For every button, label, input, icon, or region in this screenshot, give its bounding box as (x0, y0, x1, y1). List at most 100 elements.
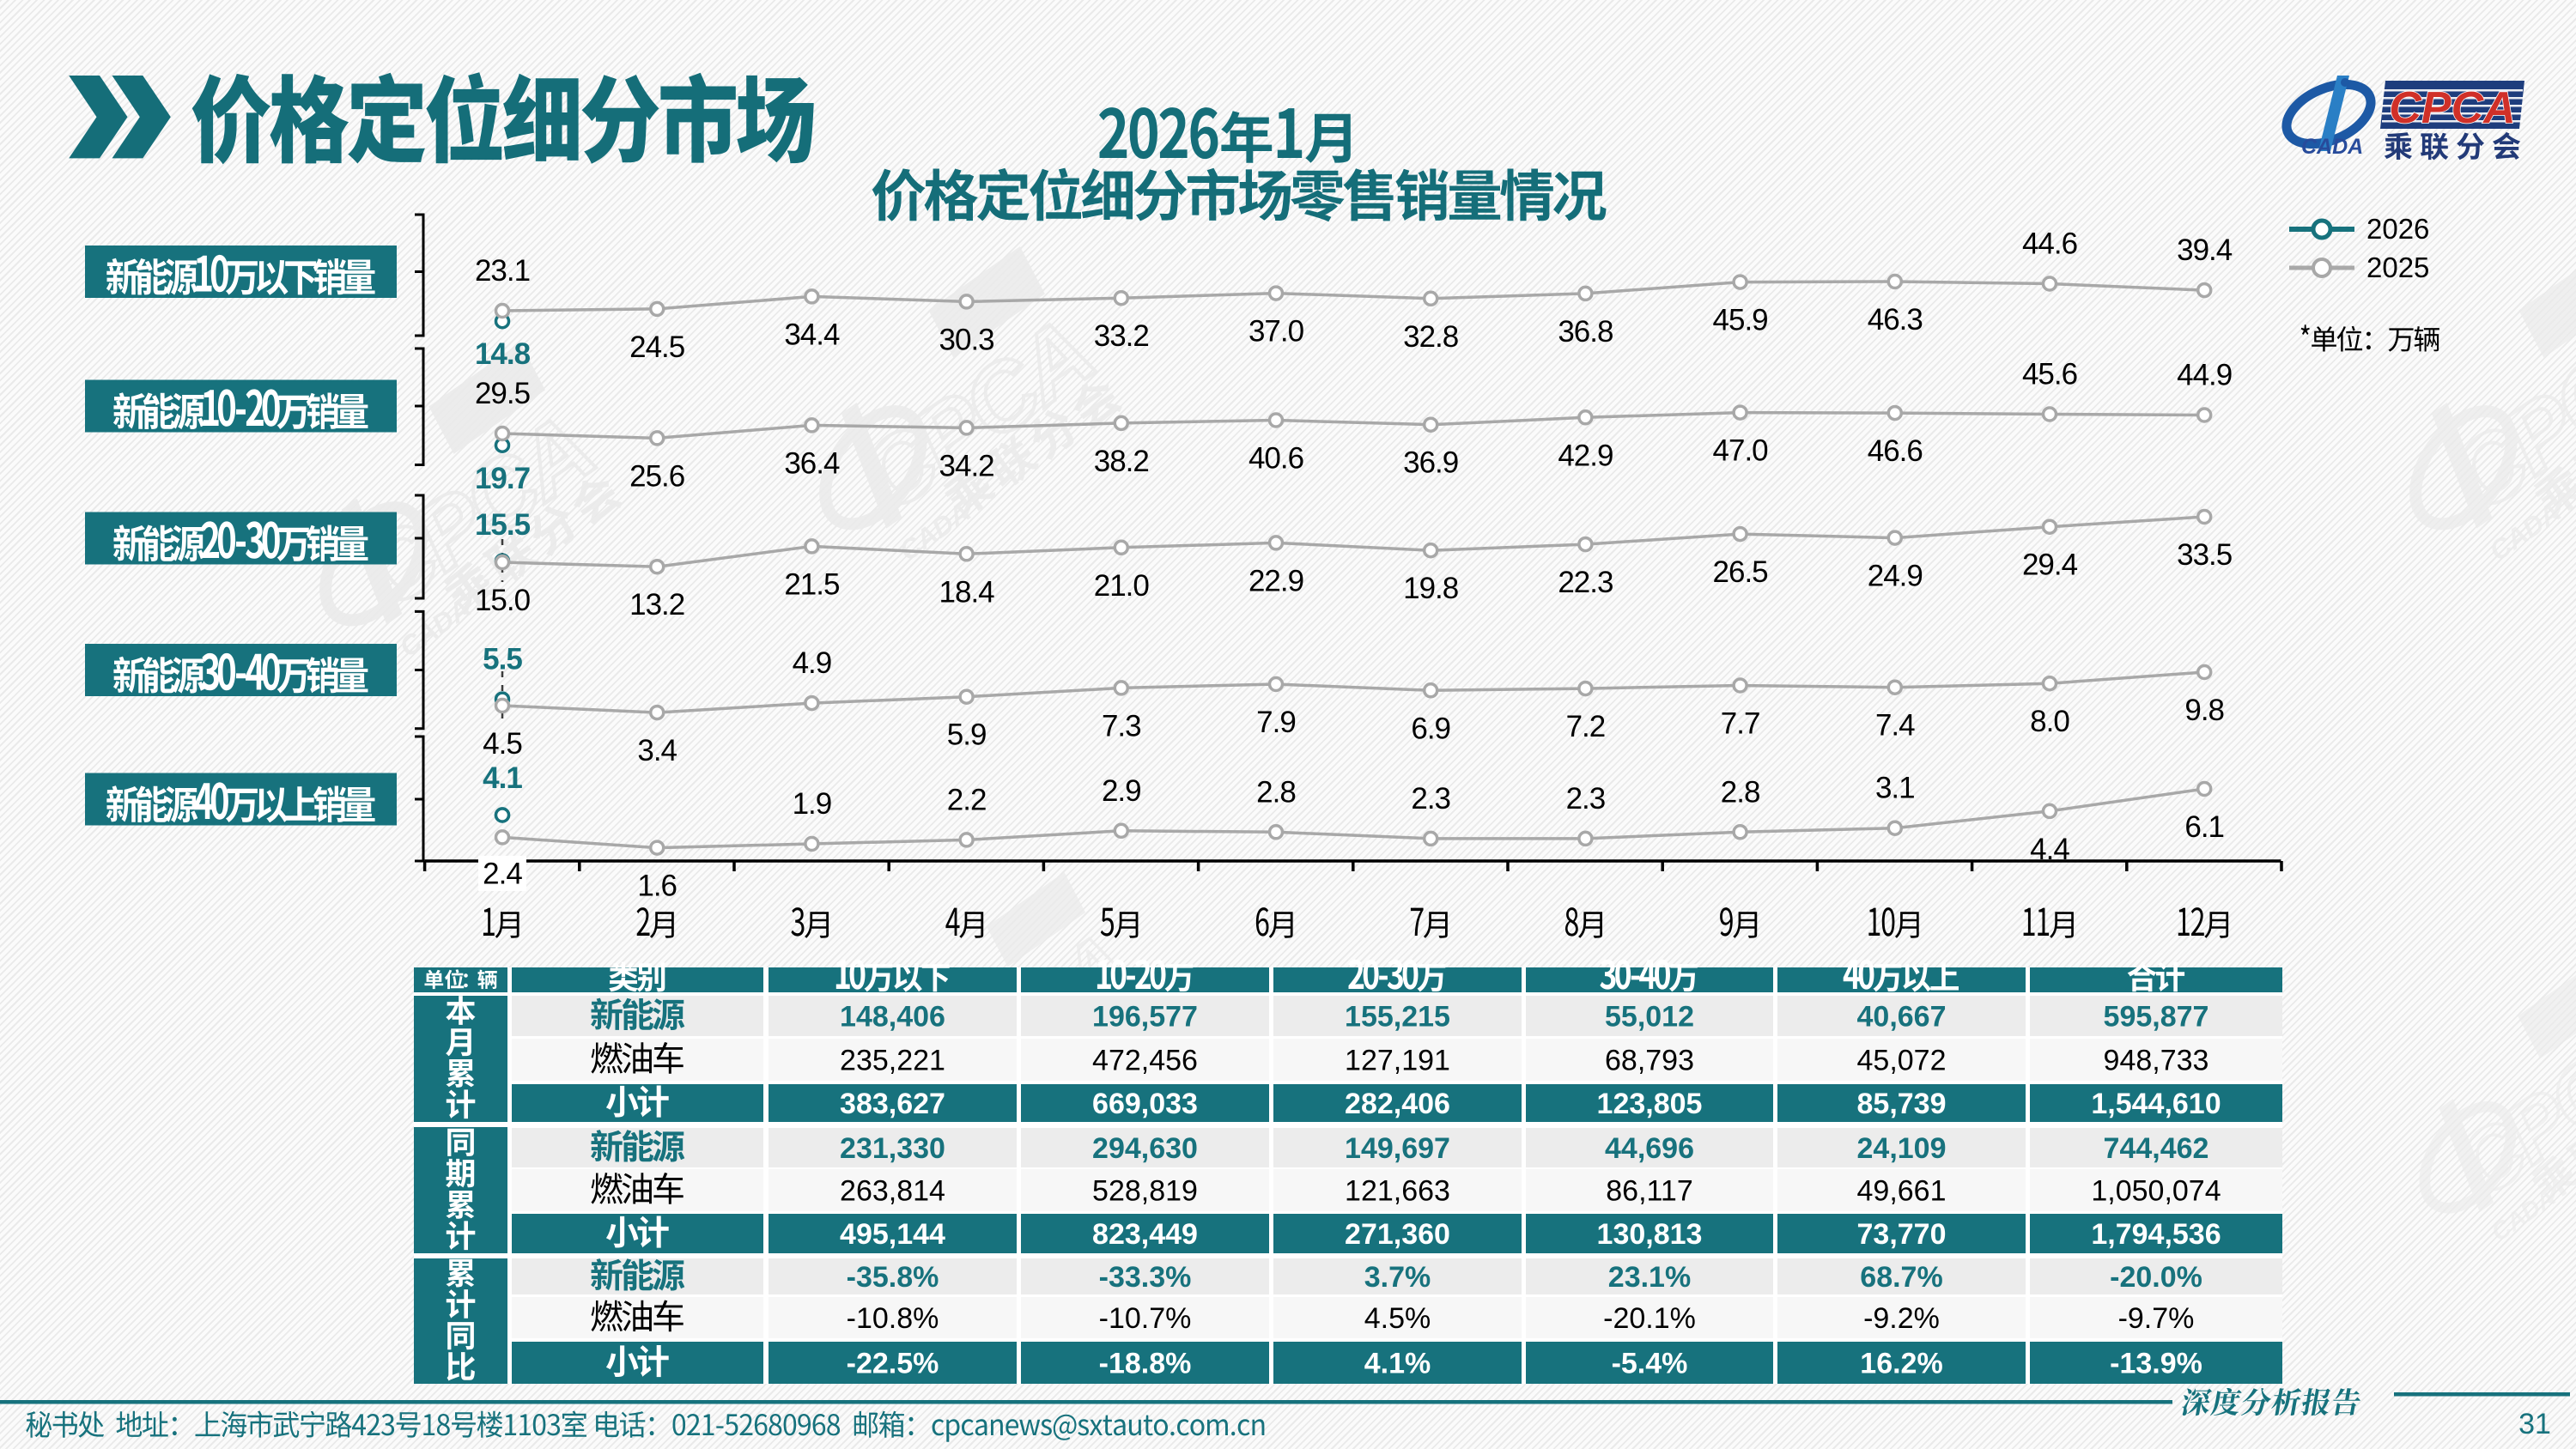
svg-text:1,794,536: 1,794,536 (2091, 1218, 2221, 1251)
svg-text:2.8: 2.8 (1721, 775, 1760, 809)
svg-text:29.5: 29.5 (475, 377, 530, 410)
svg-text:45.9: 45.9 (1713, 304, 1768, 337)
svg-text:2025: 2025 (2366, 252, 2429, 283)
svg-text:CPCA: CPCA (2389, 83, 2515, 133)
svg-text:4.5%: 4.5% (1364, 1302, 1431, 1335)
svg-text:8.0: 8.0 (2030, 705, 2069, 738)
svg-text:4.9: 4.9 (793, 646, 832, 680)
svg-text:-22.5%: -22.5% (847, 1348, 939, 1380)
svg-text:19.8: 19.8 (1403, 572, 1458, 605)
svg-text:13.2: 13.2 (629, 588, 684, 621)
svg-text:2.8: 2.8 (1256, 775, 1296, 809)
svg-text:45.6: 45.6 (2022, 358, 2077, 391)
svg-text:37.0: 37.0 (1249, 315, 1304, 349)
svg-text:30.3: 30.3 (939, 323, 994, 356)
svg-text:383,627: 383,627 (840, 1088, 945, 1120)
svg-text:5.9: 5.9 (947, 718, 987, 752)
svg-text:231,330: 231,330 (840, 1132, 945, 1165)
svg-text:34.4: 34.4 (784, 318, 840, 351)
svg-text:7.2: 7.2 (1566, 710, 1606, 743)
svg-text:34.2: 34.2 (939, 449, 994, 482)
svg-text:24,109: 24,109 (1857, 1132, 1947, 1165)
svg-text:6.9: 6.9 (1411, 712, 1450, 745)
svg-text:18.4: 18.4 (939, 575, 995, 609)
svg-text:2026: 2026 (2366, 213, 2429, 245)
svg-text:4.4: 4.4 (2030, 833, 2069, 866)
svg-text:528,819: 528,819 (1092, 1175, 1198, 1208)
svg-text:130,813: 130,813 (1597, 1218, 1703, 1251)
svg-text:148,406: 148,406 (840, 1001, 945, 1034)
svg-text:7.7: 7.7 (1721, 707, 1760, 741)
svg-text:121,663: 121,663 (1345, 1175, 1450, 1208)
svg-text:-9.2%: -9.2% (1863, 1302, 1940, 1335)
svg-text:3.7%: 3.7% (1364, 1261, 1431, 1294)
svg-text:42.9: 42.9 (1558, 439, 1613, 472)
svg-text:669,033: 669,033 (1092, 1088, 1198, 1120)
svg-text:36.4: 36.4 (784, 446, 840, 480)
svg-text:123,805: 123,805 (1597, 1088, 1703, 1120)
svg-text:7.9: 7.9 (1256, 706, 1296, 739)
svg-text:823,449: 823,449 (1092, 1218, 1198, 1251)
svg-text:46.3: 46.3 (1868, 303, 1923, 336)
svg-text:7.3: 7.3 (1102, 709, 1141, 743)
svg-text:-35.8%: -35.8% (847, 1261, 939, 1294)
svg-text:196,577: 196,577 (1092, 1001, 1198, 1034)
svg-text:-10.7%: -10.7% (1099, 1302, 1192, 1335)
svg-text:-18.8%: -18.8% (1099, 1348, 1192, 1380)
svg-text:40,667: 40,667 (1857, 1001, 1947, 1034)
svg-text:21.0: 21.0 (1094, 569, 1150, 603)
svg-text:29.4: 29.4 (2022, 549, 2078, 582)
svg-text:22.9: 22.9 (1249, 564, 1303, 597)
svg-text:45,072: 45,072 (1857, 1045, 1947, 1077)
svg-text:3.4: 3.4 (637, 734, 677, 767)
svg-text:68.7%: 68.7% (1860, 1261, 1942, 1294)
svg-text:36.9: 36.9 (1403, 446, 1458, 480)
svg-text:86,117: 86,117 (1606, 1175, 1692, 1208)
svg-text:4.1: 4.1 (483, 761, 522, 795)
svg-text:19.7: 19.7 (475, 462, 530, 495)
svg-text:44,696: 44,696 (1605, 1132, 1694, 1165)
svg-text:282,406: 282,406 (1345, 1088, 1450, 1120)
svg-text:235,221: 235,221 (840, 1045, 945, 1077)
svg-text:495,144: 495,144 (840, 1218, 945, 1251)
svg-text:-5.4%: -5.4% (1612, 1348, 1688, 1380)
svg-text:-9.7%: -9.7% (2118, 1302, 2195, 1335)
svg-text:21.5: 21.5 (784, 567, 839, 601)
svg-text:2.9: 2.9 (1102, 774, 1141, 808)
svg-text:4.1%: 4.1% (1364, 1348, 1431, 1380)
svg-text:127,191: 127,191 (1345, 1045, 1450, 1077)
svg-text:948,733: 948,733 (2104, 1045, 2209, 1077)
svg-text:16.2%: 16.2% (1860, 1348, 1942, 1380)
svg-text:2.3: 2.3 (1566, 782, 1606, 815)
svg-text:2.3: 2.3 (1411, 782, 1450, 815)
svg-text:25.6: 25.6 (629, 459, 684, 493)
svg-text:6.1: 6.1 (2184, 810, 2224, 844)
svg-text:1,544,610: 1,544,610 (2091, 1088, 2221, 1120)
svg-text:-20.1%: -20.1% (1603, 1302, 1696, 1335)
svg-text:38.2: 38.2 (1094, 445, 1149, 478)
svg-text:1.6: 1.6 (637, 870, 677, 903)
svg-text:40.6: 40.6 (1249, 442, 1303, 476)
svg-text:31: 31 (2518, 1408, 2551, 1440)
svg-text:7.4: 7.4 (1875, 709, 1915, 743)
svg-text:68,793: 68,793 (1605, 1045, 1694, 1077)
svg-text:3.1: 3.1 (1875, 772, 1915, 805)
svg-text:36.8: 36.8 (1558, 315, 1613, 349)
svg-text:85,739: 85,739 (1857, 1088, 1947, 1120)
svg-text:33.5: 33.5 (2177, 538, 2232, 572)
svg-text:15.5: 15.5 (475, 508, 531, 542)
svg-text:-13.9%: -13.9% (2110, 1348, 2202, 1380)
svg-text:CADA: CADA (2301, 135, 2363, 159)
svg-text:33.2: 33.2 (1094, 319, 1149, 353)
svg-text:23.1%: 23.1% (1608, 1261, 1691, 1294)
svg-text:263,814: 263,814 (840, 1175, 945, 1208)
svg-text:14.8: 14.8 (475, 337, 531, 371)
svg-text:294,630: 294,630 (1092, 1132, 1198, 1165)
svg-text:155,215: 155,215 (1345, 1001, 1450, 1034)
svg-text:47.0: 47.0 (1713, 434, 1769, 468)
svg-text:15.0: 15.0 (475, 584, 531, 617)
svg-text:595,877: 595,877 (2104, 1001, 2209, 1034)
svg-text:49,661: 49,661 (1857, 1175, 1947, 1208)
svg-text:1.9: 1.9 (793, 787, 832, 821)
svg-text:149,697: 149,697 (1345, 1132, 1450, 1165)
